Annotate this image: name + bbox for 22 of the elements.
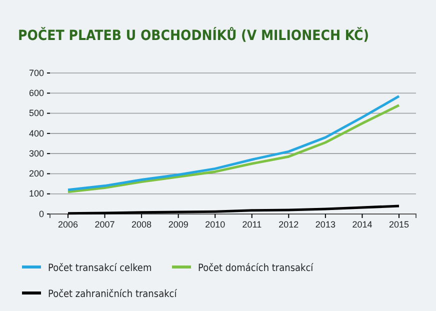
x-tick-label: 2006	[58, 219, 78, 230]
x-tick-label: 2008	[132, 219, 152, 230]
y-tick-label: 0	[38, 208, 44, 219]
legend-label: Počet zahraničních transakcí	[48, 289, 178, 300]
y-tick-label: 500	[28, 108, 44, 118]
y-tick-label: 600	[28, 88, 44, 98]
y-tick-label: 100	[28, 188, 44, 199]
y-tick-label: 700	[28, 68, 44, 78]
x-tick-label: 2009	[168, 219, 188, 230]
legend-label: Počet transakcí celkem	[48, 263, 152, 274]
y-tick-label: 400	[28, 128, 44, 138]
x-tick-label: 2014	[352, 219, 372, 230]
x-tick-label: 2011	[242, 219, 262, 230]
x-tick-label: 2007	[94, 219, 115, 230]
chart-title: POČET PLATEB U OBCHODNÍKŮ (V MILIONECH KČ)	[18, 27, 370, 44]
y-tick-label: 300	[28, 148, 44, 158]
x-tick-label: 2015	[388, 219, 410, 230]
y-tick-label: 200	[28, 168, 44, 179]
x-tick-label: 2013	[315, 219, 336, 230]
legend-label: Počet domácích transakcí	[198, 263, 314, 274]
x-tick-label: 2012	[278, 219, 299, 230]
x-tick-label: 2010	[205, 219, 226, 230]
